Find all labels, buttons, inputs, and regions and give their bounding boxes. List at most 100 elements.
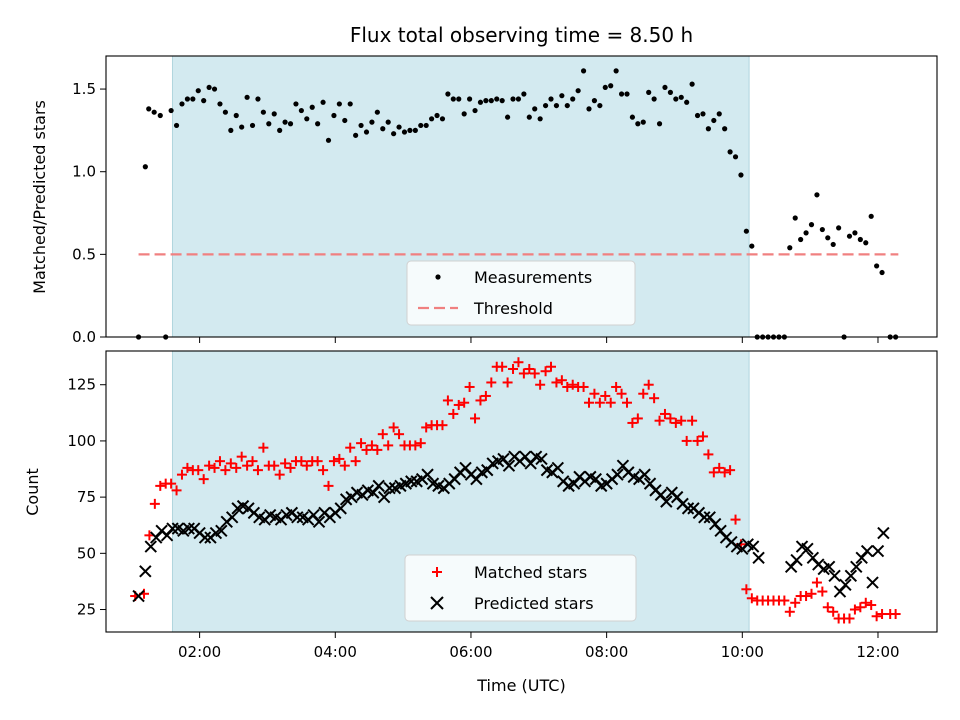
measurement-point (151, 109, 157, 115)
measurement-point (179, 101, 185, 107)
measurement-point (467, 96, 473, 102)
matched-star-point (486, 377, 497, 388)
measurement-point (727, 149, 733, 155)
matched-star-point (513, 357, 524, 368)
predicted-star-point (377, 490, 391, 504)
matched-star-point (594, 397, 605, 408)
measurement-point (391, 131, 397, 137)
matched-star-point (518, 368, 529, 379)
measurement-point (380, 126, 386, 132)
matched-star-point (817, 586, 828, 597)
matched-star-point (372, 444, 383, 455)
predicted-star-point (182, 522, 195, 535)
matched-star-point (247, 456, 258, 467)
predicted-star-point (638, 468, 651, 481)
measurement-point (537, 116, 543, 122)
predicted-star-point (822, 560, 836, 574)
measurement-point (504, 114, 511, 120)
matched-star-point (730, 514, 741, 525)
matched-star-point (214, 456, 225, 467)
legend-measurements-label: Measurements (474, 268, 592, 287)
measurement-point (689, 81, 695, 87)
matched-star-point (703, 449, 714, 460)
matched-star-point (497, 361, 508, 372)
matched-star-point (790, 597, 801, 608)
predicted-star-point (225, 511, 239, 524)
measurement-point (673, 96, 679, 102)
ratio-plot-frame (105, 55, 938, 338)
count-panel: 25 50 75 100 125 02:00 04:00 06:00 08:00 10:00 12… (23, 350, 938, 695)
measurement-point (526, 114, 532, 120)
measurement-point (521, 91, 527, 97)
matched-star-point (871, 611, 882, 622)
ratio-x-ticks (199, 337, 879, 343)
matched-star-point (459, 397, 470, 408)
measurement-point (722, 126, 728, 132)
predicted-star-point (698, 511, 711, 524)
matched-star-point (855, 602, 866, 613)
predicted-star-point (660, 495, 673, 508)
x-tick-label: 02:00 (178, 643, 221, 661)
measurement-point (277, 127, 283, 133)
matched-star-point (421, 422, 432, 433)
predicted-star-point (198, 531, 212, 544)
measurement-point (640, 119, 646, 125)
measurement-point (808, 222, 815, 228)
measurement-point (787, 245, 793, 251)
measurement-point (385, 119, 391, 125)
measurement-point (168, 107, 174, 114)
matched-star-point (811, 577, 822, 588)
predicted-star-point (312, 515, 326, 529)
predicted-star-point (139, 565, 152, 578)
x-axis-label: Time (UTC) (476, 676, 565, 695)
predicted-star-points (132, 450, 890, 603)
matched-star-point (242, 460, 253, 471)
measurement-point (564, 102, 570, 109)
measurement-point (445, 91, 451, 97)
matched-star-point (437, 420, 448, 431)
measurement-point (401, 129, 408, 135)
matched-star-point (442, 395, 453, 406)
matched-star-point (171, 485, 182, 496)
matched-star-point (524, 363, 535, 374)
matched-star-point (741, 584, 752, 595)
matched-star-point (605, 397, 616, 408)
matched-star-point (301, 460, 312, 471)
matched-star-point (361, 444, 372, 455)
predicted-star-point (166, 522, 179, 535)
matched-star-point (567, 379, 578, 390)
matched-star-point (860, 597, 871, 608)
matched-star-point (252, 465, 263, 476)
measurement-point (304, 116, 310, 122)
count-legend: Matched stars Predicted stars (404, 554, 637, 622)
measurement-point (271, 111, 277, 117)
predicted-star-point (839, 578, 852, 591)
measurement-point (711, 117, 717, 124)
matched-star-point (470, 413, 481, 424)
measurement-point (684, 99, 690, 105)
matched-star-point (155, 480, 166, 491)
measurement-point (331, 112, 337, 119)
measurement-point (667, 89, 674, 95)
matched-star-point (676, 415, 687, 426)
matched-star-point (659, 408, 670, 419)
matched-star-point (849, 604, 860, 615)
measurement-point (705, 126, 711, 132)
measurement-point (434, 112, 440, 119)
matched-star-point (556, 375, 567, 386)
measurement-point (852, 230, 858, 236)
matched-star-point (562, 381, 573, 392)
measurement-point (342, 117, 348, 124)
matched-star-point (236, 451, 247, 462)
measurement-point (374, 109, 380, 115)
measurement-point (613, 68, 619, 74)
measurement-point (228, 127, 234, 133)
predicted-star-point (551, 461, 564, 475)
matched-star-point (312, 456, 323, 467)
legend-matched-marker (432, 567, 442, 577)
predicted-star-point (405, 475, 418, 488)
measurement-point (542, 102, 549, 109)
measurement-point (412, 127, 418, 133)
measurement-point (336, 101, 342, 107)
matched-star-point (415, 438, 426, 449)
